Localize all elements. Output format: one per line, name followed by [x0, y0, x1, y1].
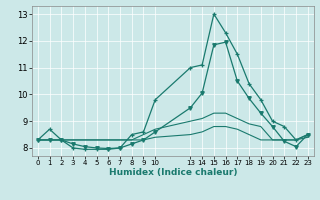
X-axis label: Humidex (Indice chaleur): Humidex (Indice chaleur) [108, 168, 237, 177]
